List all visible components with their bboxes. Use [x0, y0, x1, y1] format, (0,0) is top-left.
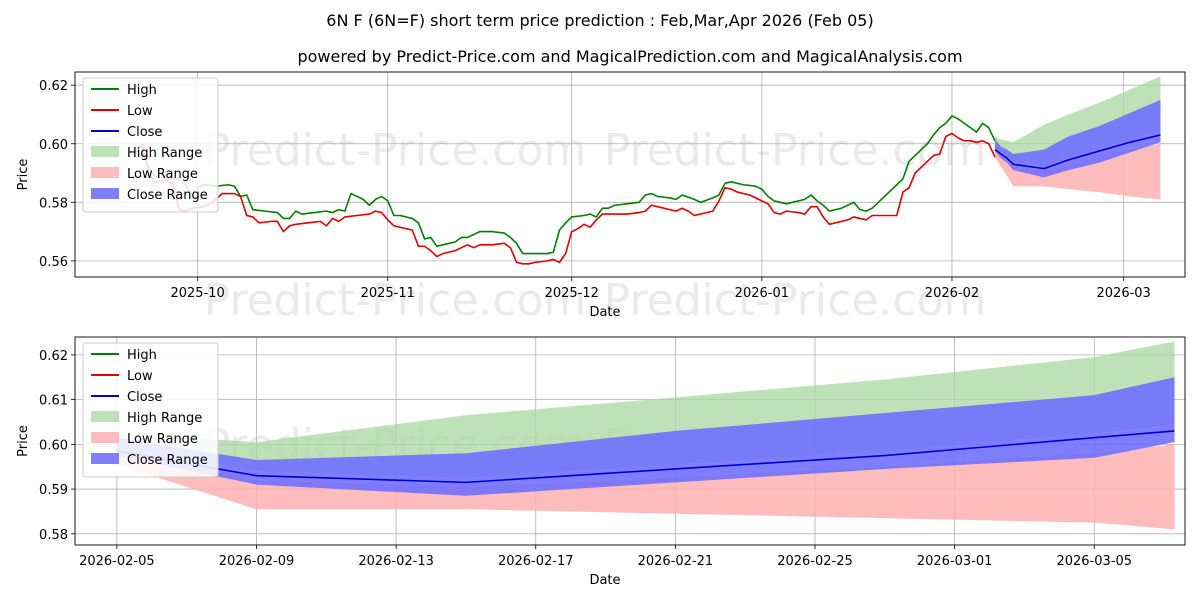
close-range-band — [994, 99, 1161, 178]
chart-title: 6N F (6N=F) short term price prediction … — [326, 11, 873, 30]
axes-frame — [74, 336, 1186, 546]
x-tick-label: 2026-03-05 — [1056, 554, 1132, 569]
x-axis-label: Date — [589, 305, 620, 320]
legend-label: Low — [127, 104, 153, 119]
close-series-line — [116, 430, 1175, 484]
axes-frame — [74, 71, 1186, 278]
plot-area — [135, 76, 1161, 265]
y-axis-label: Price — [16, 159, 31, 191]
x-tick-label: 2026-03-01 — [917, 554, 993, 569]
high-range-band — [994, 76, 1161, 166]
x-tick-label: 2026-02-25 — [777, 554, 853, 569]
legend-label: Close — [127, 390, 162, 405]
low-series-line — [135, 132, 996, 265]
legend-label: Close Range — [127, 188, 208, 203]
x-axis-label: Date — [589, 573, 620, 588]
plot-area — [116, 341, 1175, 530]
close-series-line — [994, 134, 1161, 170]
y-tick-label: 0.62 — [39, 79, 68, 94]
legend-swatch-high-range — [91, 146, 119, 157]
y-tick-label: 0.60 — [39, 138, 68, 153]
close-range-band — [116, 377, 1175, 496]
legend-box — [82, 342, 219, 478]
high-series-line — [135, 115, 996, 255]
y-tick-label: 0.62 — [39, 349, 68, 364]
legend-box — [82, 77, 219, 213]
y-tick-label: 0.58 — [39, 196, 68, 211]
x-tick-label: 2026-02-13 — [358, 554, 434, 569]
x-tick-label: 2026-02-09 — [219, 554, 295, 569]
y-tick-label: 0.61 — [39, 394, 68, 409]
x-tick-label: 2026-01 — [735, 286, 789, 301]
x-tick-label: 2026-03 — [1097, 286, 1151, 301]
watermark-left: Predict-Price.com — [204, 125, 587, 176]
watermark-right: Predict-Price.com — [604, 125, 987, 176]
x-tick-label: 2025-11 — [361, 286, 415, 301]
legend-swatch-high-range — [91, 411, 119, 422]
legend-label: Low — [127, 369, 153, 384]
upper-axes: Predict-Price.com Predict-Price.com Predic… — [16, 71, 1186, 326]
legend-label: Close — [127, 125, 162, 140]
legend-swatch-low-range — [91, 432, 119, 443]
y-axis-label: Price — [16, 425, 31, 457]
legend-label: High — [127, 348, 157, 363]
x-tick-label: 2026-02-21 — [638, 554, 714, 569]
legend-label: High Range — [127, 411, 202, 426]
y-tick-label: 0.59 — [39, 483, 68, 498]
y-tick-label: 0.56 — [39, 255, 68, 270]
legend-swatch-low-range — [91, 167, 119, 178]
x-tick-label: 2025-10 — [170, 286, 224, 301]
watermark-left: Predict-Price.com — [204, 275, 587, 326]
x-tick-label: 2025-12 — [545, 286, 599, 301]
chart-subtitle: powered by Predict-Price.com and Magical… — [297, 47, 962, 66]
x-tick-label: 2026-02-05 — [79, 554, 155, 569]
legend-label: Low Range — [127, 432, 198, 447]
x-tick-label: 2026-02-17 — [498, 554, 574, 569]
x-tick-label: 2026-02 — [925, 286, 979, 301]
legend-swatch-close-range — [91, 453, 119, 464]
legend-swatch-close-range — [91, 188, 119, 199]
y-tick-label: 0.60 — [39, 438, 68, 453]
legend-label: Low Range — [127, 167, 198, 182]
low-range-band — [994, 143, 1161, 200]
watermark-right: Predict-Price.com — [604, 275, 987, 326]
y-tick-label: 0.58 — [39, 528, 68, 543]
lower-axes: Predict-Price.comPredict-Price.com2026-0… — [16, 336, 1186, 588]
legend-label: High Range — [127, 146, 202, 161]
legend-label: High — [127, 83, 157, 98]
legend-label: Close Range — [127, 453, 208, 468]
